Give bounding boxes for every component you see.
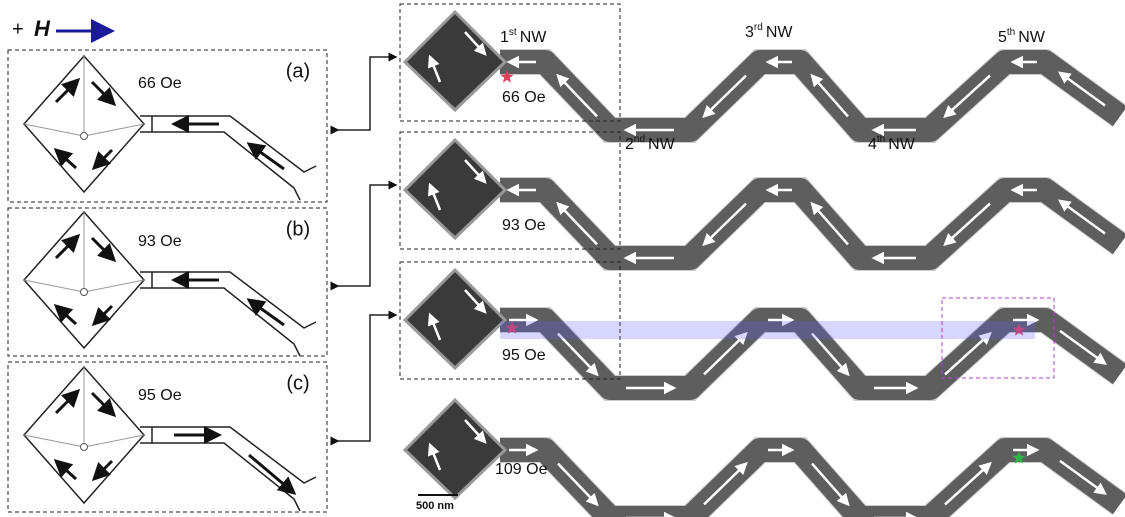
ring-diamond — [405, 12, 505, 110]
image-field-label: 95 Oe — [502, 347, 546, 364]
nanowire-name: NW — [766, 24, 794, 41]
nanowire-suffix: nd — [634, 134, 645, 145]
nanowire-name: NW — [648, 136, 676, 153]
nanowire-ordinal: 4 — [868, 136, 877, 153]
wire-edge — [140, 132, 300, 200]
nanowire-suffix: st — [509, 27, 517, 38]
nanowire-ordinal: 1 — [500, 29, 509, 46]
arrow — [249, 455, 294, 493]
panel-frame — [8, 208, 327, 356]
highlight-band — [500, 321, 1035, 339]
link-arrow — [338, 57, 396, 130]
nanowire-label: 2ndNW — [625, 134, 676, 154]
figure: + H (a) 66 Oe (b) 93 Oe (c) 95 Oe 66 Oe 93 Oe 95… — [0, 0, 1125, 517]
arrow — [94, 150, 112, 168]
vortex-core — [81, 444, 88, 451]
nanowire-edge — [500, 62, 1120, 130]
panel-frame — [8, 50, 327, 202]
nanowire-ordinal: 3 — [745, 24, 754, 41]
arrow — [56, 461, 76, 479]
nanowire-label: 4thNW — [868, 134, 916, 154]
nanowire-name: NW — [888, 136, 916, 153]
arrow — [56, 306, 76, 324]
scale-bar-label: 500 nm — [416, 500, 454, 512]
wire-edge — [140, 288, 300, 356]
field-label: 66 Oe — [138, 75, 182, 92]
nanowire-ordinal: 5 — [998, 29, 1007, 46]
arrow — [94, 461, 112, 479]
link-arrow — [338, 185, 396, 286]
ring-diamond — [405, 140, 505, 238]
image-field-label: 109 Oe — [495, 461, 548, 478]
panel-label: (b) — [286, 218, 310, 240]
nanowire-name: NW — [1018, 29, 1046, 46]
panel-frame — [8, 362, 327, 512]
vortex-core — [81, 289, 88, 296]
wire-edge — [140, 116, 316, 172]
panel-label: (a) — [286, 60, 310, 82]
nanowire-edge — [500, 450, 1120, 517]
arrow — [94, 306, 112, 324]
nanowire-ordinal: 2 — [625, 136, 634, 153]
wire-edge — [140, 272, 316, 328]
image-field-label: 66 Oe — [502, 89, 546, 106]
vortex-core — [81, 133, 88, 140]
field-symbol: H — [34, 16, 51, 41]
nanowire-edge — [500, 190, 1120, 258]
field-label: 95 Oe — [138, 387, 182, 404]
image-field-label: 93 Oe — [502, 217, 546, 234]
arrow — [56, 150, 76, 168]
nanowire-suffix: rd — [754, 22, 763, 33]
nanowire-suffix: th — [1007, 27, 1015, 38]
nanowire-name: NW — [520, 29, 548, 46]
ring-diamond — [405, 400, 505, 498]
field-sign: + — [12, 18, 24, 40]
ring-diamond — [405, 270, 505, 368]
nanowire-label: 1stNW — [500, 27, 547, 47]
wire-edge — [140, 427, 316, 483]
link-arrow — [338, 315, 396, 441]
field-label: 93 Oe — [138, 233, 182, 250]
nanowire-suffix: th — [877, 134, 885, 145]
panel-label: (c) — [286, 372, 309, 394]
